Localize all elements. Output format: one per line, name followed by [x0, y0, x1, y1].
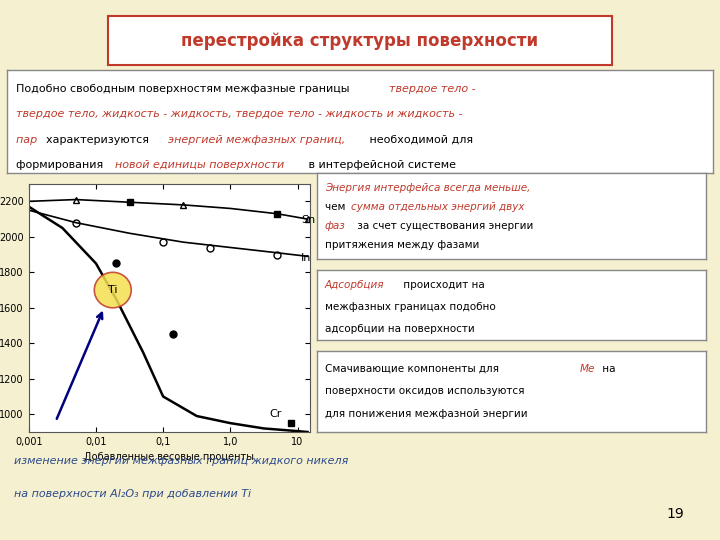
- Text: 19: 19: [666, 508, 684, 522]
- Text: твердое тело -: твердое тело -: [389, 84, 476, 93]
- Text: чем: чем: [325, 202, 348, 212]
- Text: адсорбции на поверхности: адсорбции на поверхности: [325, 324, 474, 334]
- Text: твердое тело, жидкость - жидкость, твердое тело - жидкость и жидкость -: твердое тело, жидкость - жидкость, тверд…: [16, 109, 462, 119]
- Text: сумма отдельных энергий двух: сумма отдельных энергий двух: [351, 202, 524, 212]
- Text: Адсорбция: Адсорбция: [325, 280, 384, 291]
- Text: в интерфейсной системе: в интерфейсной системе: [305, 160, 456, 170]
- Text: на поверхности Al₂O₃ при добавлении Ti: на поверхности Al₂O₃ при добавлении Ti: [14, 489, 251, 499]
- Text: Подобно свободным поверхностям межфазные границы: Подобно свободным поверхностям межфазные…: [16, 84, 353, 93]
- Text: формирования: формирования: [16, 160, 107, 170]
- Text: перестройка структуры поверхности: перестройка структуры поверхности: [181, 31, 539, 50]
- Ellipse shape: [94, 272, 131, 308]
- Text: Ti: Ti: [108, 285, 117, 295]
- Text: Ме: Ме: [579, 364, 595, 374]
- Text: Смачивающие компоненты для: Смачивающие компоненты для: [325, 364, 502, 374]
- X-axis label: Добавленные весовые проценты: Добавленные весовые проценты: [84, 453, 254, 462]
- Text: необходимой для: необходимой для: [366, 135, 473, 145]
- Text: изменение энергии межфазных границ жидкого никеля: изменение энергии межфазных границ жидко…: [14, 456, 348, 467]
- Text: In: In: [301, 253, 311, 263]
- Text: характеризуются: характеризуются: [46, 135, 153, 145]
- Text: поверхности оксидов используются: поверхности оксидов используются: [325, 387, 524, 396]
- Text: Энергия интерфейса всегда меньше,: Энергия интерфейса всегда меньше,: [325, 184, 530, 193]
- Text: межфазных границах подобно: межфазных границах подобно: [325, 302, 495, 312]
- Text: Cr: Cr: [270, 409, 282, 419]
- Text: происходит на: происходит на: [400, 280, 485, 291]
- Text: Sn: Sn: [301, 215, 315, 225]
- Text: за счет существования энергии: за счет существования энергии: [354, 221, 533, 231]
- Text: пар: пар: [16, 135, 40, 145]
- Text: притяжения между фазами: притяжения между фазами: [325, 240, 479, 251]
- Text: для понижения межфазной энергии: для понижения межфазной энергии: [325, 409, 527, 419]
- Text: на: на: [599, 364, 615, 374]
- Text: энергией межфазных границ,: энергией межфазных границ,: [168, 135, 346, 145]
- Text: новой единицы поверхности: новой единицы поверхности: [114, 160, 284, 170]
- Text: фаз: фаз: [325, 221, 346, 231]
